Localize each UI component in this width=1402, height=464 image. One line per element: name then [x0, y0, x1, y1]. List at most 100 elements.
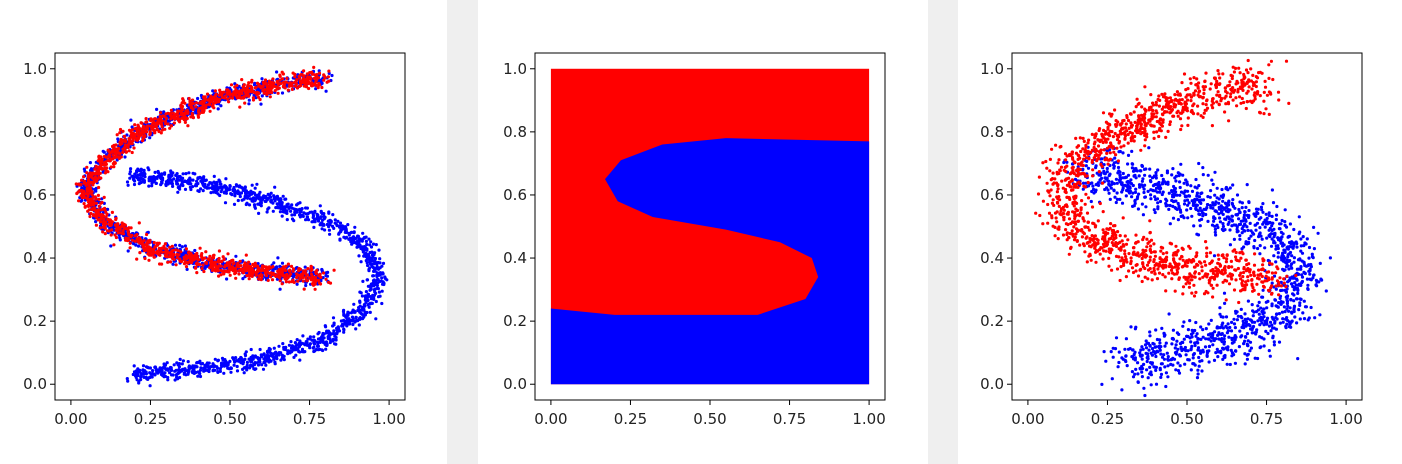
- point: [144, 248, 148, 252]
- point: [147, 184, 151, 188]
- point: [1140, 370, 1144, 374]
- point: [272, 261, 276, 265]
- point: [1213, 224, 1217, 228]
- point: [163, 242, 167, 246]
- point: [170, 373, 174, 377]
- point: [231, 262, 235, 266]
- point: [285, 76, 289, 80]
- point: [280, 91, 285, 95]
- point: [1235, 193, 1240, 197]
- point: [367, 302, 371, 306]
- point: [342, 235, 346, 239]
- point: [327, 69, 331, 73]
- point: [97, 170, 101, 174]
- point: [260, 363, 264, 367]
- point: [123, 140, 127, 144]
- point: [1233, 361, 1237, 365]
- point: [161, 176, 165, 180]
- point: [92, 177, 96, 181]
- point: [350, 242, 354, 246]
- point: [1182, 320, 1186, 324]
- point: [271, 265, 275, 269]
- point: [1189, 332, 1194, 336]
- point: [325, 80, 329, 84]
- point: [1211, 201, 1215, 205]
- point: [241, 270, 245, 274]
- point: [316, 278, 321, 282]
- point: [88, 161, 92, 165]
- point: [1245, 332, 1249, 336]
- point: [1204, 212, 1208, 217]
- point: [1146, 376, 1150, 380]
- point: [357, 323, 361, 327]
- point: [1185, 334, 1189, 338]
- point: [140, 171, 144, 175]
- point: [367, 305, 371, 309]
- point: [182, 255, 186, 259]
- point: [223, 201, 228, 205]
- point: [205, 361, 209, 365]
- point: [130, 233, 134, 237]
- point: [132, 178, 136, 182]
- point: [359, 291, 363, 295]
- point: [184, 247, 188, 251]
- point: [222, 191, 226, 195]
- point: [284, 268, 288, 273]
- point: [1130, 195, 1134, 199]
- point: [293, 84, 297, 88]
- point: [1305, 237, 1309, 241]
- point: [316, 343, 320, 347]
- point: [159, 131, 163, 135]
- point: [211, 101, 216, 105]
- point: [228, 273, 232, 277]
- point: [184, 172, 188, 176]
- point: [254, 96, 258, 100]
- point: [351, 322, 355, 327]
- point: [144, 120, 148, 124]
- point: [196, 115, 201, 119]
- point: [149, 119, 153, 123]
- point: [338, 238, 342, 242]
- point: [155, 107, 159, 111]
- point: [197, 112, 201, 116]
- point: [212, 106, 216, 110]
- point: [255, 270, 259, 274]
- point: [1263, 225, 1267, 229]
- point: [243, 261, 247, 265]
- point: [1133, 190, 1138, 194]
- point: [1148, 330, 1152, 334]
- point: [1287, 240, 1292, 245]
- point: [187, 96, 191, 101]
- point: [286, 88, 290, 92]
- point: [226, 97, 230, 101]
- point: [375, 262, 379, 266]
- point: [1209, 339, 1213, 343]
- point: [224, 359, 228, 363]
- x-tick-label: 0.50: [213, 410, 246, 428]
- point: [347, 320, 351, 324]
- point: [1155, 190, 1159, 194]
- point: [1237, 217, 1241, 221]
- point: [230, 259, 234, 263]
- point: [328, 340, 332, 345]
- point: [197, 108, 201, 112]
- point: [318, 272, 322, 276]
- point: [369, 240, 373, 244]
- point: [155, 176, 159, 180]
- point: [175, 372, 179, 376]
- point: [362, 315, 366, 319]
- point: [163, 371, 167, 375]
- point: [89, 180, 93, 184]
- point: [95, 216, 99, 220]
- point: [1293, 315, 1297, 319]
- point: [1250, 303, 1254, 307]
- y-tick-label: 0.8: [23, 123, 47, 141]
- point: [216, 258, 220, 263]
- point: [262, 360, 266, 365]
- point: [1124, 337, 1128, 341]
- point: [301, 276, 305, 280]
- point: [252, 203, 257, 207]
- point: [126, 144, 130, 148]
- point: [327, 335, 331, 339]
- point: [1305, 277, 1309, 281]
